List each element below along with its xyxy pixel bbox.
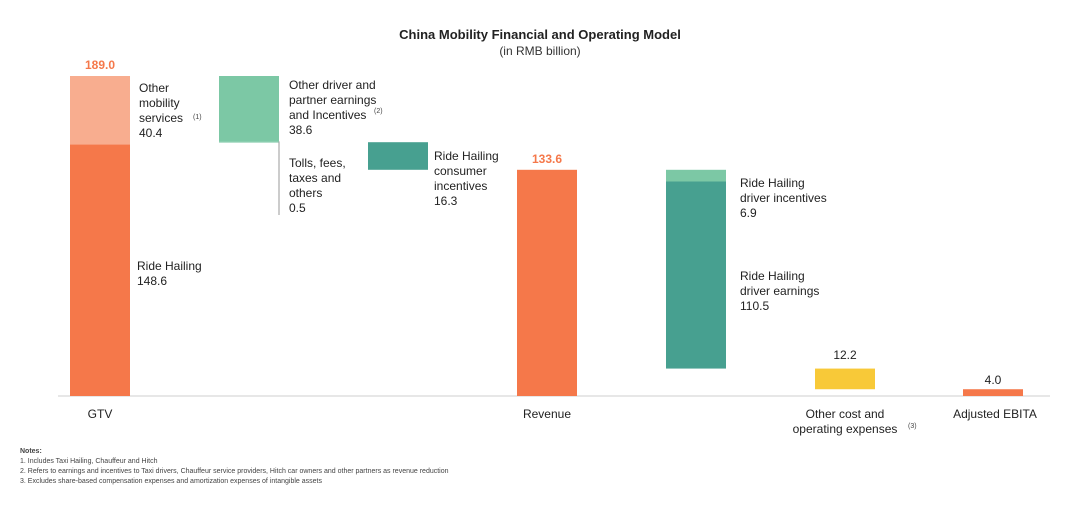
ride-hailing-driver-earnings-label-line-1: driver earnings — [740, 284, 819, 298]
category-other-cost-line-1: operating expenses — [793, 422, 898, 436]
bar-gtv-other-mobility — [70, 76, 130, 145]
other-driver-partner-earnings-label-line-1: partner earnings — [289, 93, 376, 107]
notes: Notes: 1. Includes Taxi Hailing, Chauffe… — [20, 447, 449, 487]
ride-hailing-driver-earnings-label-line-0: Ride Hailing — [740, 269, 805, 283]
bar-other-cost-opex — [815, 368, 875, 390]
ebita-value-label: 4.0 — [985, 373, 1002, 387]
ride-hailing-consumer-incentives-label-line-2: incentives — [434, 179, 487, 193]
ride-hailing-consumer-incentives-label-line-3: 16.3 — [434, 194, 458, 208]
other-driver-partner-earnings-note: (2) — [374, 108, 383, 115]
other-driver-partner-earnings-label-line-3: 38.6 — [289, 123, 313, 137]
ride-hailing-driver-incentives-label-line-2: 6.9 — [740, 206, 757, 220]
bar-ride-hailing-driver-incentives — [666, 169, 726, 182]
ride-hailing-consumer-incentives-label-line-0: Ride Hailing — [434, 149, 499, 163]
bar-other-driver-partner-earnings — [219, 76, 279, 142]
revenue-value-label: 133.6 — [532, 152, 562, 166]
category-other-cost-note: (3) — [908, 423, 917, 430]
gtv-other-mobility-note: (1) — [193, 114, 202, 121]
chart-subtitle: (in RMB billion) — [499, 44, 581, 58]
bar-tolls-fees-taxes — [219, 141, 279, 143]
other-cost-value-label: 12.2 — [833, 348, 857, 362]
tolls-fees-taxes-label-line-2: others — [289, 186, 322, 200]
category-revenue: Revenue — [523, 407, 571, 421]
bar-adjusted-ebita — [963, 389, 1023, 396]
note-2: 2. Refers to earnings and incentives to … — [20, 468, 449, 475]
gtv-other-mobility-label-line-3: 40.4 — [139, 126, 163, 140]
tolls-fees-taxes-label-line-0: Tolls, fees, — [289, 156, 346, 170]
gtv-other-mobility-label-line-2: services — [139, 111, 183, 125]
other-driver-partner-earnings-label-line-0: Other driver and — [289, 78, 376, 92]
ride-hailing-driver-incentives-label-line-0: Ride Hailing — [740, 176, 805, 190]
gtv-other-mobility-label-line-1: mobility — [139, 96, 180, 110]
chart-title: China Mobility Financial and Operating M… — [399, 27, 681, 42]
bar-gtv-ride-hailing — [70, 144, 130, 396]
category-other-cost-line-0: Other cost and — [806, 407, 885, 421]
tolls-fees-taxes-label-line-3: 0.5 — [289, 201, 306, 215]
other-driver-partner-earnings-label-line-2: and Incentives — [289, 108, 366, 122]
gtv-ride-hailing-label-line-0: Ride Hailing — [137, 259, 202, 273]
note-1: 1. Includes Taxi Hailing, Chauffeur and … — [20, 458, 158, 465]
gtv-ride-hailing-label-line-1: 148.6 — [137, 274, 167, 288]
gtv-other-mobility-label-line-0: Other — [139, 81, 169, 95]
gtv-total-label: 189.0 — [85, 58, 115, 72]
bar-ride-hailing-consumer-incentives — [368, 142, 428, 170]
note-3: 3. Excludes share-based compensation exp… — [20, 478, 322, 485]
bar-ride-hailing-driver-earnings — [666, 181, 726, 369]
category-gtv: GTV — [88, 407, 113, 421]
tolls-fees-taxes-label-line-1: taxes and — [289, 171, 341, 185]
category-adjusted-ebita: Adjusted EBITA — [953, 407, 1037, 421]
ride-hailing-driver-incentives-label-line-1: driver incentives — [740, 191, 827, 205]
ride-hailing-consumer-incentives-label-line-1: consumer — [434, 164, 487, 178]
bar-revenue — [517, 169, 577, 396]
notes-heading: Notes: — [20, 448, 42, 455]
ride-hailing-driver-earnings-label-line-2: 110.5 — [740, 299, 769, 313]
